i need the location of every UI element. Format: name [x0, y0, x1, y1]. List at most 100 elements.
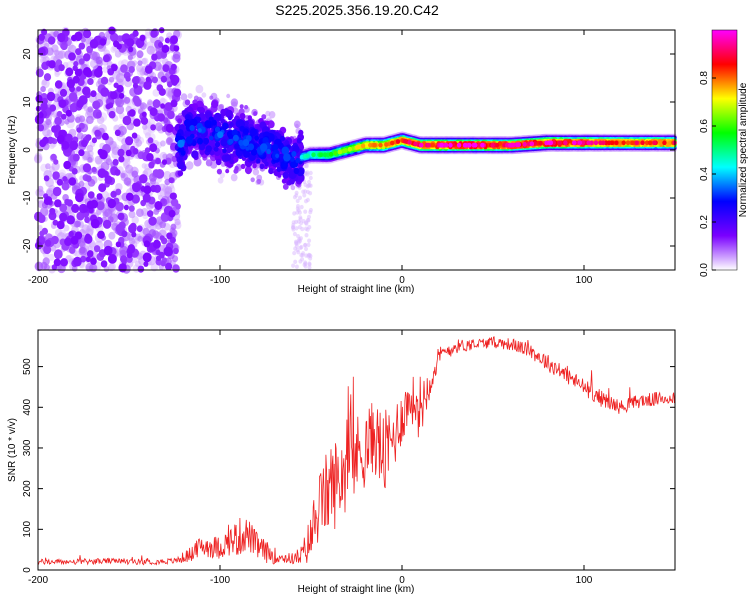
heatmap-cell — [90, 90, 97, 98]
heatmap-cell — [563, 140, 568, 146]
heatmap-cell — [153, 208, 160, 215]
heatmap-cell — [117, 212, 125, 221]
heatmap-cell — [107, 263, 115, 272]
heatmap-cell — [87, 106, 94, 113]
heatmap-cell — [97, 65, 103, 72]
heatmap-cell — [268, 168, 274, 175]
heatmap-cell — [69, 102, 79, 113]
heatmap-cell — [57, 134, 65, 143]
heatmap-cell — [159, 97, 166, 105]
heatmap-cell — [131, 216, 139, 225]
heatmap-cell — [301, 189, 306, 194]
heatmap-cell — [35, 68, 44, 78]
heatmap-cell — [165, 123, 174, 133]
heatmap-cell — [114, 129, 121, 137]
heatmap-cell — [132, 82, 139, 89]
heatmap-cell — [159, 235, 165, 241]
heatmap-cell — [229, 122, 234, 127]
heatmap-cell — [147, 99, 153, 106]
heatmap-cell — [218, 103, 225, 110]
heatmap-cell — [292, 231, 297, 237]
heatmap-cell — [305, 227, 310, 232]
heatmap-cell — [111, 64, 118, 72]
heatmap-cell — [107, 198, 117, 209]
heatmap-cell — [199, 149, 205, 156]
heatmap-cell — [172, 264, 180, 273]
heatmap-cell — [143, 80, 152, 90]
heatmap-cell — [105, 103, 111, 110]
heatmap-cell — [225, 168, 230, 174]
heatmap-cell — [171, 79, 178, 86]
heatmap-cell — [70, 235, 79, 245]
heatmap-cell — [54, 71, 60, 78]
heatmap-cell — [47, 36, 56, 45]
heatmap-cell — [177, 160, 185, 170]
heatmap-cell — [115, 223, 125, 234]
heatmap-cell — [116, 43, 122, 50]
heatmap-cell — [144, 147, 151, 154]
heatmap-cell — [43, 197, 51, 206]
heatmap-cell — [522, 141, 527, 147]
heatmap-cell — [48, 60, 56, 69]
heatmap-cell — [83, 29, 92, 39]
heatmap-cell — [97, 168, 107, 179]
heatmap-cell — [300, 226, 305, 232]
heatmap-cell — [128, 66, 135, 73]
heatmap-cell — [240, 163, 246, 170]
heatmap-cell — [78, 42, 86, 50]
heatmap-cell — [40, 102, 48, 111]
heatmap-cell — [64, 198, 71, 206]
heatmap-cell — [228, 134, 233, 140]
heatmap-cell — [395, 139, 401, 144]
heatmap-cell — [306, 242, 311, 248]
heatmap-cell — [170, 35, 178, 44]
heatmap-cell — [160, 75, 168, 83]
heatmap-cell — [586, 140, 591, 146]
heatmap-cell — [189, 125, 195, 131]
heatmap-cell — [149, 107, 158, 117]
heatmap-cell — [137, 265, 145, 273]
heatmap-cell — [473, 142, 478, 148]
heatmap-cell — [180, 93, 188, 101]
heatmap-cell — [173, 247, 179, 255]
heatmap-cell — [190, 118, 198, 127]
heatmap-cell — [293, 259, 298, 264]
heatmap-cell — [211, 100, 219, 109]
heatmap-cell — [291, 263, 296, 268]
heatmap-cell — [300, 257, 305, 262]
y-tick-label: 300 — [22, 439, 33, 456]
heatmap-cell — [99, 38, 107, 46]
heatmap-cell — [266, 148, 271, 155]
heatmap-cell — [121, 230, 128, 238]
y-tick-label: 10 — [22, 96, 33, 108]
heatmap-cell — [577, 140, 583, 146]
heatmap-cell — [250, 177, 255, 183]
heatmap-cell — [160, 198, 166, 205]
heatmap-cell — [85, 233, 91, 240]
heatmap-cell — [161, 159, 168, 165]
colorbar-tick-label: 0.6 — [699, 119, 710, 133]
heatmap-cell — [148, 216, 157, 226]
heatmap-cell — [114, 50, 122, 58]
heatmap-cell — [213, 112, 222, 122]
heatmap-cell — [209, 95, 214, 100]
heatmap-cell — [132, 148, 139, 155]
heatmap-cell — [118, 92, 125, 99]
heatmap-cell — [294, 226, 299, 231]
heatmap-cell — [225, 109, 233, 119]
heatmap-cell — [303, 242, 308, 248]
heatmap-cell — [128, 205, 135, 212]
heatmap-cell — [175, 203, 181, 210]
y-tick-label: 100 — [22, 521, 33, 538]
heatmap-cell — [154, 201, 163, 210]
heatmap-cell — [296, 234, 301, 239]
heatmap-cell — [252, 163, 257, 169]
heatmap-cell — [53, 249, 63, 260]
heatmap-cell — [52, 186, 62, 197]
heatmap-cell — [178, 156, 183, 161]
spectrogram-x-label: Height of straight line (km) — [298, 284, 415, 295]
heatmap-cell — [62, 176, 68, 182]
heatmap-cell — [158, 41, 164, 48]
heatmap-cell — [71, 34, 77, 42]
heatmap-cell — [144, 132, 151, 139]
